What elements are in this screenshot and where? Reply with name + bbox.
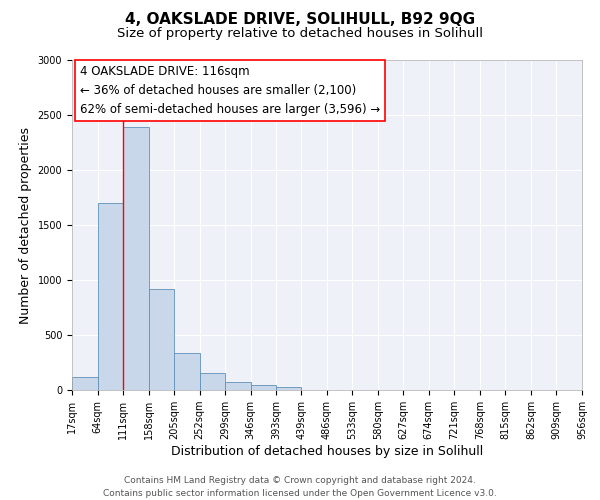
X-axis label: Distribution of detached houses by size in Solihull: Distribution of detached houses by size … [171, 445, 483, 458]
Bar [276, 386, 301, 390]
Bar [200, 373, 225, 390]
Text: 4, OAKSLADE DRIVE, SOLIHULL, B92 9QG: 4, OAKSLADE DRIVE, SOLIHULL, B92 9QG [125, 12, 475, 28]
Bar [123, 127, 149, 390]
Bar [251, 385, 276, 390]
Y-axis label: Number of detached properties: Number of detached properties [19, 126, 32, 324]
Text: 4 OAKSLADE DRIVE: 116sqm
← 36% of detached houses are smaller (2,100)
62% of sem: 4 OAKSLADE DRIVE: 116sqm ← 36% of detach… [80, 65, 380, 116]
Text: Contains HM Land Registry data © Crown copyright and database right 2024.
Contai: Contains HM Land Registry data © Crown c… [103, 476, 497, 498]
Text: Size of property relative to detached houses in Solihull: Size of property relative to detached ho… [117, 28, 483, 40]
Bar [174, 352, 200, 390]
Bar [98, 203, 123, 390]
Bar [225, 382, 251, 390]
Bar [149, 289, 174, 390]
Bar [72, 377, 98, 390]
